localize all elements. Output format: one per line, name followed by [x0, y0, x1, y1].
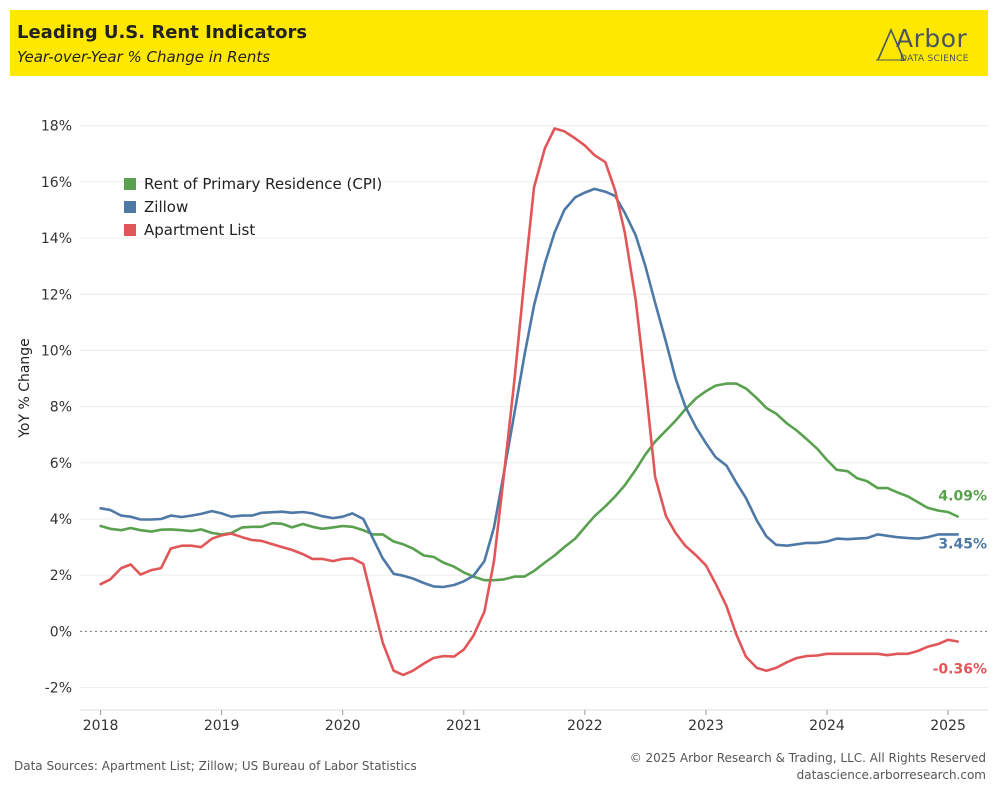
x-tick-label: 2018 [83, 718, 119, 734]
legend-swatch [124, 178, 136, 190]
series-line [99, 187, 959, 589]
y-axis-label: YoY % Change [17, 338, 33, 439]
series-line [99, 382, 959, 582]
site-url: datascience.arborresearch.com [796, 768, 986, 782]
y-tick-label: -2% [45, 681, 72, 697]
series-end-label: 3.45% [938, 536, 987, 552]
x-tick-label: 2022 [567, 718, 603, 734]
y-tick-label: 14% [41, 231, 72, 247]
x-tick-label: 2023 [688, 718, 724, 734]
logo-text: Arbor [896, 24, 968, 53]
logo-mark-icon [876, 27, 906, 61]
y-tick-label: 0% [50, 624, 72, 640]
chart-subtitle: Year-over-Year % Change in Rents [17, 48, 271, 66]
y-tick-label: 16% [41, 175, 72, 191]
legend-entry: Zillow [144, 198, 188, 216]
series-line [99, 127, 959, 677]
x-tick-label: 2019 [204, 718, 240, 734]
y-tick-label: 4% [50, 512, 72, 528]
chart-title: Leading U.S. Rent Indicators [17, 22, 308, 43]
header-banner: Leading U.S. Rent Indicators Year-over-Y… [10, 10, 988, 76]
legend-swatch [124, 201, 136, 213]
y-tick-label: 2% [50, 568, 72, 584]
y-tick-label: 18% [41, 119, 72, 135]
series-end-label: -0.36% [933, 661, 987, 677]
y-tick-label: 6% [50, 456, 72, 472]
legend-entry: Apartment List [144, 221, 255, 239]
footer-credits: © 2025 Arbor Research & Trading, LLC. Al… [630, 750, 986, 784]
data-sources: Data Sources: Apartment List; Zillow; US… [14, 759, 417, 773]
y-tick-label: 10% [41, 343, 72, 359]
series-end-label: 4.09% [938, 488, 987, 504]
x-tick-label: 2024 [809, 718, 845, 734]
arbor-logo: Arbor DATA SCIENCE [876, 24, 980, 68]
y-tick-label: 12% [41, 287, 72, 303]
legend-swatch [124, 224, 136, 236]
legend-entry: Rent of Primary Residence (CPI) [144, 175, 382, 193]
x-tick-label: 2020 [325, 718, 361, 734]
copyright-text: © 2025 Arbor Research & Trading, LLC. Al… [629, 751, 986, 765]
logo-subtext: DATA SCIENCE [900, 54, 969, 64]
y-tick-label: 8% [50, 400, 72, 416]
x-tick-label: 2025 [930, 718, 966, 734]
x-tick-label: 2021 [446, 718, 482, 734]
